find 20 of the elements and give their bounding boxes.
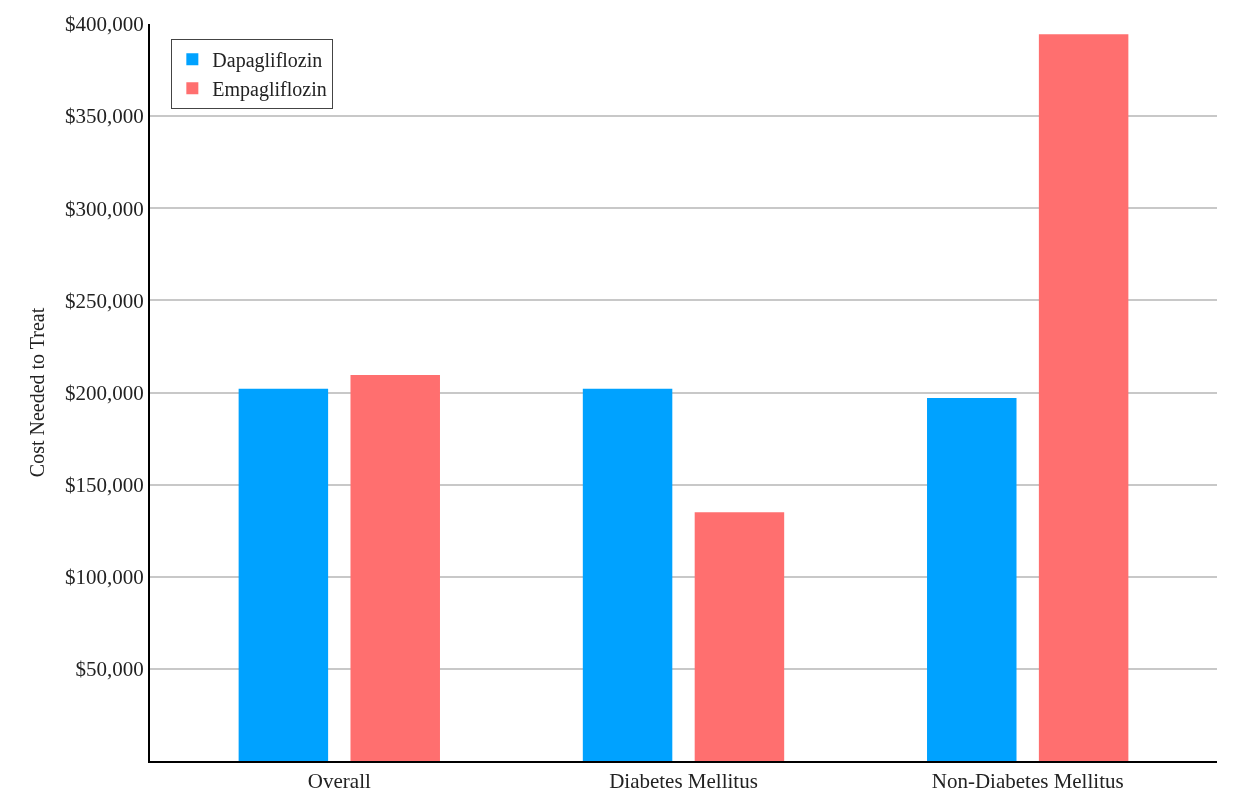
bar (927, 398, 1017, 761)
x-tick-label: Non-Diabetes Mellitus (931, 769, 1124, 794)
y-tick-label: $150,000 (65, 472, 144, 497)
legend-label: Dapagliflozin (212, 49, 323, 73)
bar (238, 388, 329, 761)
y-axis-title: Cost Needed to Treat (26, 307, 49, 478)
bar (694, 512, 785, 761)
y-tick-label: $250,000 (65, 288, 144, 313)
bar (1038, 34, 1129, 761)
bar (582, 388, 673, 761)
y-tick-label: $350,000 (65, 104, 144, 129)
y-tick-label: $300,000 (65, 196, 144, 221)
bar (350, 375, 440, 761)
x-tick-label: Overall (307, 769, 371, 794)
y-tick-label: $100,000 (65, 565, 144, 590)
y-tick-label: $400,000 (65, 12, 144, 37)
y-tick-label: $200,000 (65, 380, 144, 405)
legend-label: Empagliflozin (212, 78, 327, 102)
x-tick-label: Diabetes Mellitus (609, 769, 758, 794)
y-tick-label: $50,000 (75, 657, 144, 682)
